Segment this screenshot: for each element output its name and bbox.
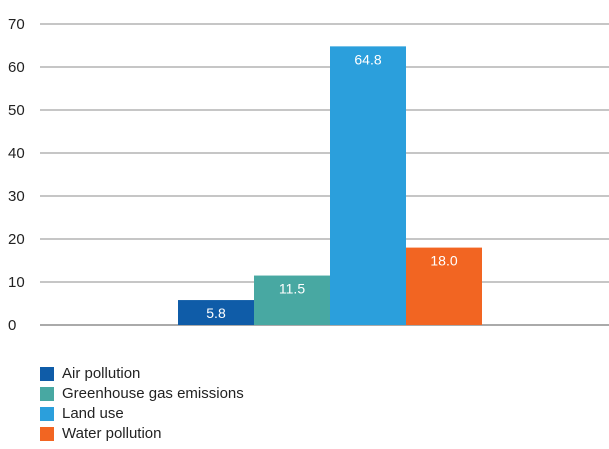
- bar-air-pollution: [178, 300, 254, 325]
- bar-water-pollution: [406, 247, 482, 325]
- legend-swatch: [40, 387, 54, 401]
- data-label: 11.5: [279, 281, 305, 297]
- data-label: 64.8: [354, 51, 381, 67]
- data-labels: 5.8 11.5 64.8 18.0: [206, 51, 458, 321]
- bars: [178, 46, 482, 326]
- y-tick-label: 30: [8, 188, 25, 205]
- gridlines: [40, 23, 609, 326]
- legend-label: Greenhouse gas emissions: [62, 385, 244, 402]
- legend-item: Water pollution: [40, 424, 440, 444]
- legend: Air pollution Greenhouse gas emissions Lan…: [40, 364, 440, 444]
- y-tick-label: 20: [8, 231, 25, 248]
- y-tick-label: 70: [8, 16, 25, 33]
- y-tick-label: 60: [8, 59, 25, 76]
- y-tick-label: 50: [8, 102, 25, 119]
- data-label: 18.0: [430, 253, 457, 269]
- legend-swatch: [40, 367, 54, 381]
- legend-label: Air pollution: [62, 365, 141, 382]
- y-tick-label: 0: [8, 317, 16, 334]
- y-tick-label: 40: [8, 145, 25, 162]
- y-tick-label: 10: [8, 274, 25, 291]
- legend-label: Land use: [62, 405, 124, 422]
- legend-swatch: [40, 407, 54, 421]
- legend-swatch: [40, 427, 54, 441]
- legend-item: Land use: [40, 404, 440, 424]
- bar-land-use: [330, 46, 406, 326]
- legend-item: Greenhouse gas emissions: [40, 384, 440, 404]
- legend-item: Air pollution: [40, 364, 440, 384]
- legend-label: Water pollution: [62, 425, 162, 442]
- bar-greenhouse-gas-emissions: [254, 275, 330, 325]
- data-label: 5.8: [206, 305, 226, 321]
- y-axis-tick-labels: 0 10 20 30 40 50 60 70: [8, 16, 25, 334]
